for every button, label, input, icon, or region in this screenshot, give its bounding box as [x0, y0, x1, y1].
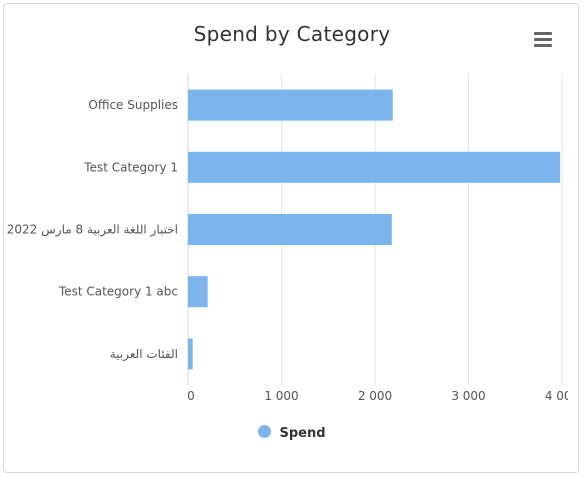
bar-1[interactable] [188, 151, 561, 183]
category-label-1: Test Category 1 [83, 160, 178, 174]
x-tick-label-2: 2 000 [358, 389, 392, 403]
x-tick-label-3: 3 000 [451, 389, 485, 403]
bar-2[interactable] [188, 214, 392, 245]
category-label-4: الفئات العربية [110, 347, 178, 362]
x-tick-label-0: 0 [187, 389, 195, 403]
hamburger-menu-icon[interactable] [531, 29, 555, 49]
bar-0[interactable] [188, 89, 393, 121]
legend-label: Spend [279, 426, 326, 441]
bar-3[interactable] [188, 276, 208, 308]
x-tick-label-1: 1 000 [264, 389, 298, 403]
legend-item-spend[interactable]: Spend [0, 425, 584, 441]
edge-mask [568, 380, 584, 410]
category-label-2: اختبار اللغة العربية 8 مارس 2022 [7, 223, 178, 238]
category-label-0: Office Supplies [88, 98, 178, 112]
bar-4[interactable] [188, 338, 193, 370]
category-label-3: Test Category 1 abc [58, 285, 178, 299]
legend-marker [258, 425, 272, 438]
chart-title: Spend by Category [193, 22, 391, 46]
